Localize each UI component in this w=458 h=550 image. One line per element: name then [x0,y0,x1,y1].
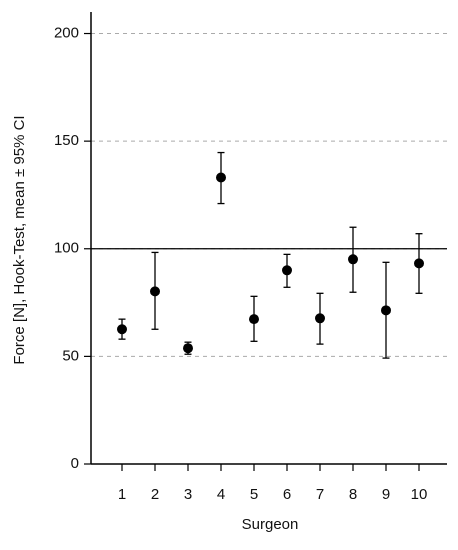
x-tick-label: 2 [151,486,159,503]
y-tick-label: 200 [54,24,79,41]
y-tick-label: 0 [71,455,79,472]
mean-point [315,313,325,324]
x-tick-label: 10 [411,486,428,503]
mean-point [381,305,391,316]
mean-point [249,314,259,325]
x-tick-label: 3 [184,486,192,503]
mean-point [348,254,358,265]
y-tick-label: 100 [54,240,79,257]
mean-point [150,286,160,297]
mean-point [216,172,226,183]
x-tick-label: 6 [283,486,291,503]
x-tick-label: 5 [250,486,258,503]
mean-point [282,265,292,276]
mean-point [117,324,127,335]
x-tick-label: 8 [349,486,357,503]
x-axis-label: Surgeon [242,516,299,533]
x-tick-label: 9 [382,486,390,503]
mean-point [183,343,193,354]
y-tick-label: 50 [62,347,79,364]
x-tick-label: 1 [118,486,126,503]
y-axis-label: Force [N], Hook-Test, mean ± 95% CI [11,115,28,364]
y-tick-label: 150 [54,132,79,149]
x-tick-label: 4 [217,486,225,503]
mean-point [414,258,424,269]
x-tick-label: 7 [316,486,324,503]
